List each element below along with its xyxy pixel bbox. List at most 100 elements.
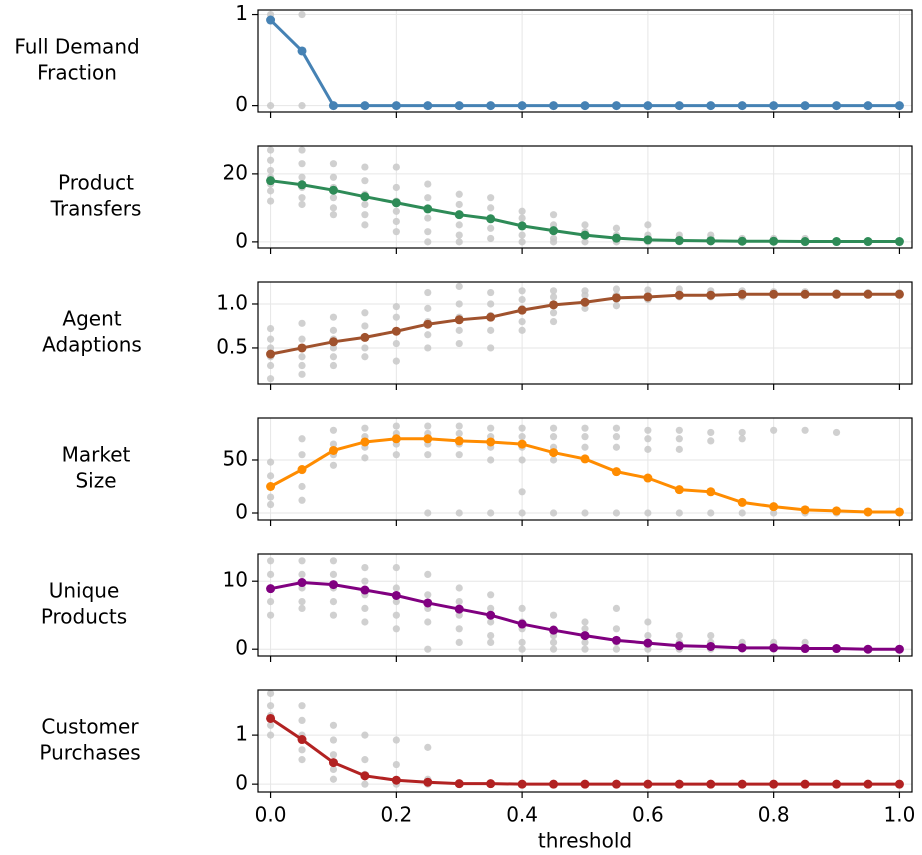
y-axis-label: Products [41, 605, 127, 629]
sample-point [298, 146, 306, 154]
sample-point [329, 751, 338, 759]
sample-point [644, 426, 652, 434]
mean-point [423, 434, 433, 444]
sample-point [266, 458, 275, 466]
sample-point [549, 309, 558, 317]
mean-point [611, 293, 621, 303]
sample-point [487, 604, 495, 613]
sample-point [298, 482, 306, 491]
axes-frame [257, 689, 913, 793]
sample-point [455, 451, 463, 459]
sample-point [298, 200, 306, 209]
sample-point [329, 557, 338, 565]
mean-point [549, 226, 559, 236]
sample-point [329, 461, 338, 469]
sample-point [675, 426, 683, 434]
sample-point [329, 721, 338, 729]
sample-point [581, 625, 589, 633]
mean-point [643, 101, 653, 111]
sample-point [392, 313, 400, 321]
sample-point [612, 625, 621, 633]
sample-point [549, 611, 558, 619]
y-axis-label: Customer [41, 715, 139, 739]
mean-point [863, 507, 873, 517]
mean-point [737, 289, 747, 299]
sample-point [455, 422, 463, 430]
x-axis-label: threshold [538, 829, 632, 853]
y-tick-label: 1 [235, 722, 248, 746]
sample-point [644, 618, 652, 626]
mean-point [611, 779, 621, 789]
sample-point [329, 160, 338, 168]
sample-point [487, 509, 495, 517]
mean-point [328, 337, 338, 347]
sample-point [266, 493, 275, 501]
sample-point [424, 570, 432, 579]
sample-point [518, 424, 526, 432]
mean-point [706, 290, 716, 300]
sample-point [581, 238, 589, 246]
mean-point [706, 236, 716, 246]
sample-point [455, 598, 463, 606]
sample-point [298, 451, 306, 459]
mean-point [517, 779, 527, 789]
sample-point [487, 326, 495, 334]
mean-point [832, 506, 842, 516]
mean-point [454, 779, 464, 789]
sample-point [707, 428, 715, 437]
mean-point [580, 297, 590, 307]
sample-point [424, 214, 432, 222]
sample-point [424, 344, 432, 352]
sample-point [549, 645, 558, 653]
sample-point [455, 339, 463, 348]
sample-point [518, 326, 526, 334]
sample-point [581, 304, 589, 312]
sample-point [392, 451, 400, 459]
mean-point [674, 101, 684, 111]
sample-point [329, 173, 338, 181]
sample-point [612, 509, 621, 517]
sample-point [549, 238, 558, 246]
mean-point [360, 585, 370, 595]
sample-point [487, 224, 495, 232]
mean-point [549, 779, 559, 789]
mean-line [269, 18, 900, 108]
sample-point [329, 313, 338, 321]
sample-point [675, 435, 683, 443]
mean-point [266, 584, 276, 594]
sample-point [487, 424, 495, 432]
sample-point [549, 638, 558, 647]
mean-point [580, 230, 590, 240]
sample-point [298, 435, 306, 443]
sample-point [675, 632, 683, 640]
sample-point [266, 156, 275, 164]
sample-point [612, 645, 621, 653]
sample-point [298, 604, 306, 613]
y-axis-label: Transfers [50, 197, 142, 221]
sample-point [518, 456, 526, 464]
sample-point [329, 344, 338, 352]
mean-point [863, 289, 873, 299]
mean-point [863, 644, 873, 654]
sample-point [329, 765, 338, 774]
sample-point [329, 598, 338, 606]
mean-point [580, 101, 590, 111]
sample-point [266, 721, 275, 729]
sample-point [361, 211, 369, 219]
sample-point [424, 288, 432, 297]
sample-point [518, 207, 526, 215]
sample-point [361, 200, 369, 209]
mean-point [611, 467, 621, 477]
sample-point [298, 370, 306, 378]
mean-point [391, 590, 401, 600]
mean-point [423, 101, 433, 111]
sample-point [298, 361, 306, 370]
sample-point [266, 375, 275, 383]
mean-point [674, 779, 684, 789]
mean-point [643, 638, 653, 648]
axes-frame [257, 145, 913, 249]
mean-point [800, 101, 810, 111]
mean-point [800, 644, 810, 654]
y-tick-label: 0 [235, 228, 248, 252]
y-axis-label: Adaptions [42, 333, 142, 357]
